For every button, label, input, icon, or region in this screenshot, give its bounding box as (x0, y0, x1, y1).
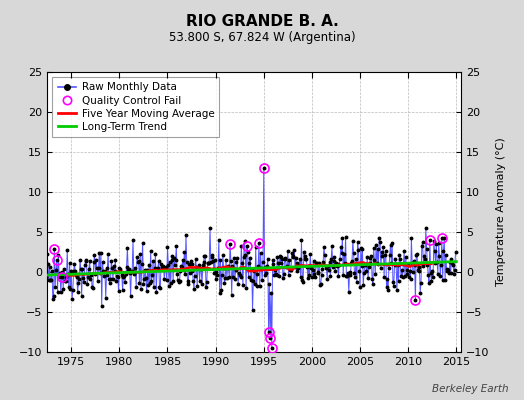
Y-axis label: Temperature Anomaly (°C): Temperature Anomaly (°C) (496, 138, 506, 286)
Text: RIO GRANDE B. A.: RIO GRANDE B. A. (185, 14, 339, 29)
Text: 53.800 S, 67.824 W (Argentina): 53.800 S, 67.824 W (Argentina) (169, 31, 355, 44)
Text: Berkeley Earth: Berkeley Earth (432, 384, 508, 394)
Legend: Raw Monthly Data, Quality Control Fail, Five Year Moving Average, Long-Term Tren: Raw Monthly Data, Quality Control Fail, … (52, 77, 220, 137)
